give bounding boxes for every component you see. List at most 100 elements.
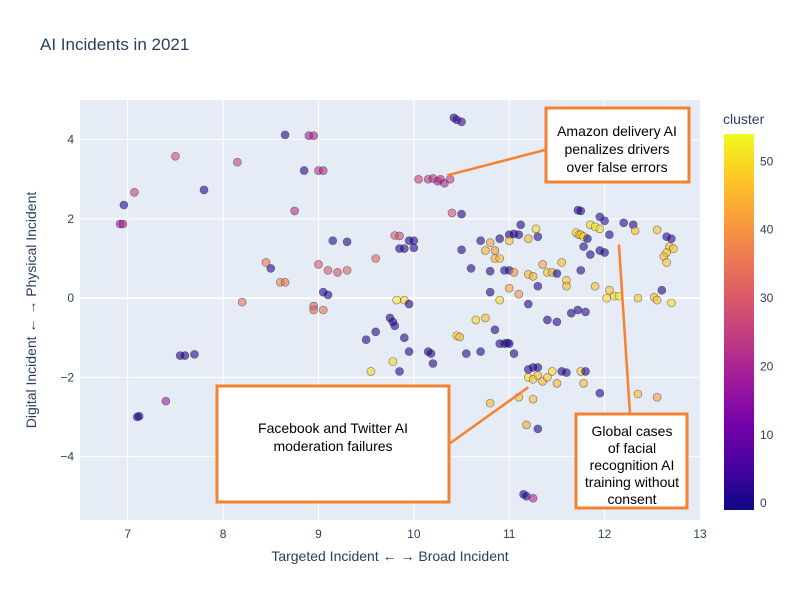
data-point: [533, 232, 543, 241]
data-point: [333, 268, 342, 277]
data-point: [543, 315, 552, 325]
data-point: [522, 420, 531, 430]
data-point: [504, 339, 514, 348]
x-tick-label: 13: [693, 527, 707, 541]
data-point: [533, 424, 543, 434]
data-point: [538, 260, 547, 269]
data-point: [514, 289, 524, 299]
colorbar-tick-label: 10: [760, 428, 774, 442]
data-point: [495, 234, 504, 243]
data-point: [516, 220, 525, 230]
data-point: [400, 333, 409, 343]
data-point: [652, 392, 662, 402]
annotation-arrow: [448, 386, 530, 446]
data-point: [392, 295, 401, 305]
annotation-box: [574, 412, 689, 510]
data-point: [657, 285, 667, 295]
data-point: [667, 234, 676, 243]
annotation-line: recognition AI: [590, 457, 675, 473]
annotation-text: Facebook and Twitter AI moderation failur…: [258, 420, 408, 454]
colorbar-tick-labels: 50 40 30 20 10 0: [760, 154, 774, 510]
data-point: [342, 237, 352, 247]
data-point: [280, 130, 290, 140]
data-point: [134, 411, 144, 421]
data-point: [414, 174, 423, 184]
data-point: [509, 349, 519, 358]
data-point: [600, 216, 609, 226]
data-point: [547, 367, 557, 376]
data-point: [495, 295, 504, 305]
annotation-box: [544, 106, 691, 184]
data-point: [476, 347, 485, 356]
chart-title: AI Incidents in 2021: [40, 35, 189, 54]
data-point: [237, 297, 247, 307]
data-point: [600, 248, 609, 257]
annotation-line: training without: [585, 474, 679, 490]
data-point: [667, 298, 676, 308]
y-tick-label: −2: [60, 370, 74, 384]
data-point: [447, 208, 457, 218]
data-point: [371, 327, 380, 337]
data-point: [180, 351, 190, 360]
data-point: [404, 347, 414, 356]
data-point: [490, 325, 500, 335]
data-point: [388, 357, 398, 366]
data-point: [466, 264, 476, 273]
data-point: [668, 244, 678, 253]
colorbar-tick-label: 0: [760, 496, 767, 510]
annotation-line: of facial: [608, 440, 656, 456]
data-point: [533, 371, 543, 380]
data-point: [485, 238, 495, 247]
data-point: [562, 281, 571, 291]
data-point: [328, 236, 338, 245]
annotation-arrow: [446, 148, 546, 177]
data-point: [409, 236, 419, 245]
colorbar-title: cluster: [723, 111, 765, 127]
data-point: [361, 335, 371, 345]
data-point: [455, 332, 464, 342]
x-axis-title: Targeted Incident ← → Broad Incident: [271, 548, 508, 564]
data-point: [528, 493, 538, 503]
data-point: [471, 315, 481, 325]
data-point: [309, 305, 318, 315]
data-point: [171, 151, 180, 161]
colorbar-tick-label: 40: [760, 223, 774, 237]
x-tick-label: 7: [124, 527, 131, 541]
annotation-text: Amazon delivery AI penalizes drivers over …: [557, 123, 677, 175]
data-point: [533, 281, 543, 291]
data-point: [504, 283, 514, 293]
data-point: [595, 224, 605, 234]
data-point: [533, 363, 543, 372]
data-point: [633, 293, 643, 303]
data-point: [318, 166, 328, 175]
data-point: [552, 379, 562, 388]
x-tick-labels: 7 8 9 10 11 12 13: [124, 527, 707, 541]
data-point: [199, 185, 209, 195]
data-point: [586, 250, 595, 259]
data-point: [457, 209, 466, 219]
data-point: [531, 224, 541, 234]
data-point: [579, 242, 588, 251]
data-point: [395, 367, 404, 376]
data-point: [514, 230, 524, 240]
annotation-line: Facebook and Twitter AI: [258, 420, 408, 436]
data-point: [490, 246, 500, 255]
data-point: [495, 254, 504, 263]
annotations: Amazon delivery AI penalizes drivers over …: [215, 106, 691, 510]
y-tick-labels: 4 2 0 −2 −4: [60, 133, 74, 464]
data-point: [662, 258, 671, 267]
data-point: [426, 349, 436, 358]
data-point: [390, 321, 400, 331]
data-point: [457, 117, 466, 127]
x-tick-label: 11: [503, 527, 516, 541]
x-tick-label: 10: [407, 527, 421, 541]
annotation-box: [215, 384, 451, 504]
data-point: [400, 244, 409, 253]
colorbar-tick-label: 50: [760, 154, 774, 168]
data-point: [576, 266, 586, 275]
data-point: [261, 258, 271, 267]
data-point: [266, 264, 276, 273]
data-point: [318, 305, 328, 315]
data-point: [323, 290, 333, 300]
